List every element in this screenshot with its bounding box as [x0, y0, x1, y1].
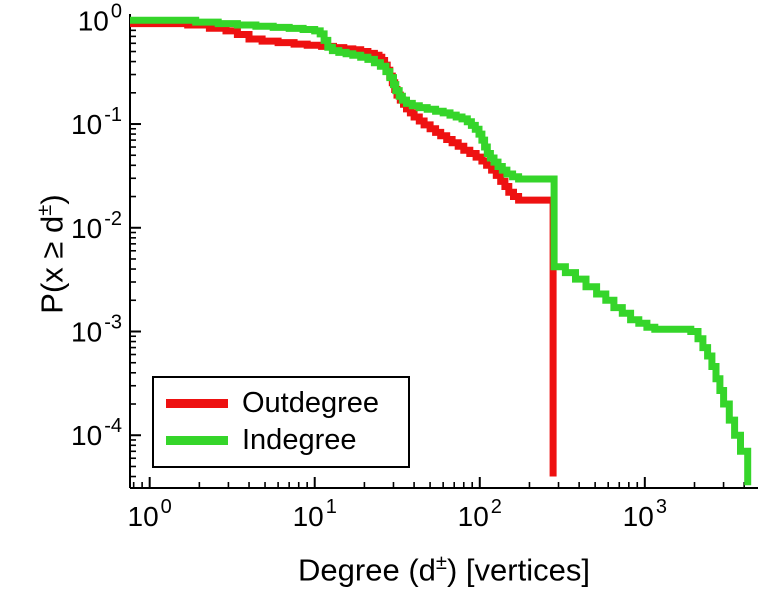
- legend-item-outdegree: Outdegree: [166, 387, 396, 420]
- legend-label-indegree: Indegree: [242, 424, 357, 457]
- tick-label: 10 2: [458, 496, 502, 532]
- tick-label: 10 1: [293, 496, 337, 532]
- tick-label: 10 3: [623, 496, 667, 532]
- x-axis-label-sup: ±: [435, 552, 447, 574]
- x-axis-label-close: ) [vertices]: [446, 552, 590, 588]
- tick-label: 10 -1: [71, 104, 122, 140]
- indegree-line-swatch: [166, 436, 228, 446]
- tick-label: 10 -4: [71, 415, 122, 451]
- y-axis-label-close: ): [34, 194, 70, 205]
- tick-label: 10 0: [128, 496, 172, 532]
- y-axis-label-text: P(x ≥ d: [34, 215, 70, 314]
- y-axis-label: P(x ≥ d±): [25, 19, 69, 489]
- legend-item-indegree: Indegree: [166, 424, 396, 457]
- x-axis-label: Degree (d±) [vertices]: [130, 552, 758, 588]
- legend: Outdegree Indegree: [152, 376, 410, 468]
- indegree-series-line: [130, 16, 752, 486]
- tick-label: 10 -2: [71, 208, 122, 244]
- tick-label: 10 -3: [71, 312, 122, 348]
- outdegree-line-swatch: [166, 398, 228, 408]
- tick-label: 10 0: [78, 0, 122, 36]
- x-axis-label-text: Degree (d: [298, 552, 436, 588]
- legend-label-outdegree: Outdegree: [242, 386, 380, 419]
- y-axis-label-sup: ±: [34, 204, 56, 216]
